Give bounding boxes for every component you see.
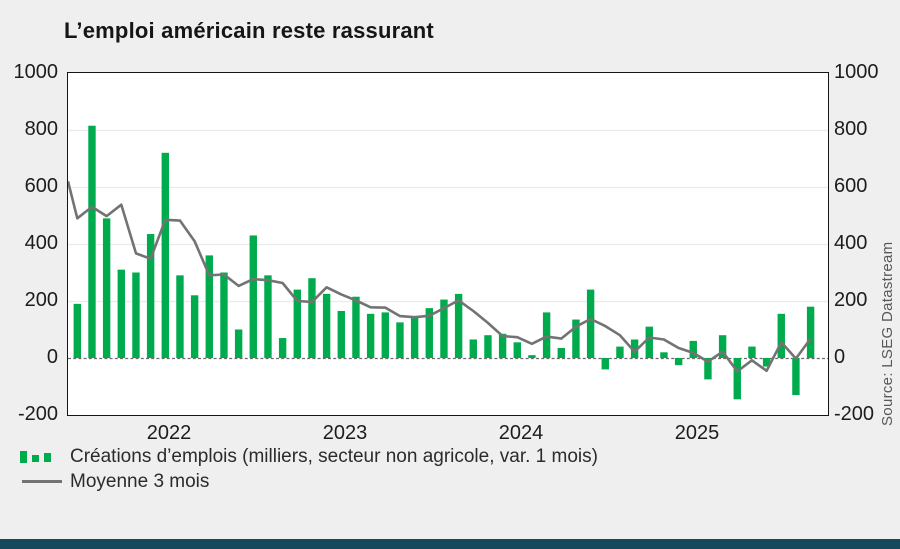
x-year-label: 2023 [322,422,368,444]
bar [484,335,492,358]
y-tick-label-right: 800 [834,118,868,140]
bar [601,358,609,370]
bar [264,275,272,358]
bar [777,313,785,358]
chart-title: L’emploi américain reste rassurant [64,18,434,43]
legend-label-bars: Créations d’emplois (milliers, secteur n… [70,445,598,467]
y-tick-label-left: 0 [46,346,58,368]
bar [616,346,624,358]
bar [630,339,639,358]
bar [102,218,111,358]
bar [748,346,756,358]
bar [234,329,243,358]
bar [205,255,213,358]
bar [513,342,521,358]
plot-area [67,72,829,416]
bar [425,308,433,359]
bar [586,289,595,358]
bar [322,293,331,359]
bar [645,326,653,358]
bar [366,313,375,358]
bar-swatch-segment [44,452,51,462]
bar [161,152,169,358]
y-tick-label-right: 1000 [834,61,879,83]
bar [410,316,419,358]
y-tick-label-right: 600 [834,175,868,197]
bar [528,355,536,358]
bar [117,269,125,358]
bar [73,303,81,358]
bar [689,340,697,358]
bar [249,235,257,358]
y-tick-label-left: -200 [17,403,58,425]
y-tick-label-right: 200 [834,289,868,311]
bar [176,275,184,358]
bar [88,125,96,359]
source-label: Source: LSEG Datastream [879,241,896,426]
bar [704,358,712,380]
x-year-label: 2024 [498,422,544,444]
y-tick-label-right: -200 [834,403,875,425]
bar [762,358,771,367]
bar [132,272,140,358]
y-tick-label-left: 400 [24,232,58,254]
bar-series-swatch-icon [20,450,68,463]
bar [220,272,228,358]
y-tick-label-left: 200 [24,289,58,311]
bar-swatch-segment [20,450,27,463]
bar [542,312,551,358]
bar [674,358,683,366]
y-tick-label-left: 800 [24,118,58,140]
bar-swatch-segment [32,454,39,462]
bar [381,312,389,358]
bar [146,234,155,358]
bar [498,333,507,358]
bar [278,338,287,358]
moving-average-line [68,180,812,373]
bar [396,322,404,359]
bar [440,299,448,358]
bar [718,335,727,358]
line-swatch-segment [22,480,62,483]
chart-canvas [68,125,828,400]
y-tick-label-right: 0 [834,346,846,368]
y-tick-label-right: 400 [834,232,868,254]
legend-item-line: Moyenne 3 mois [20,469,598,494]
bar [454,293,463,359]
y-tick-label-left: 1000 [13,61,59,83]
bar [469,339,477,358]
bar [660,352,668,358]
bar [293,289,301,358]
footer-accent-bar [0,539,900,549]
bar [190,295,199,358]
legend-item-bars: Créations d’emplois (milliers, secteur n… [20,444,598,469]
bar [557,348,565,358]
bar [337,310,345,358]
bar [352,296,360,358]
x-year-label: 2022 [146,422,192,444]
bar [308,278,316,358]
line-series-swatch-icon [20,480,68,483]
legend: Créations d’emplois (milliers, secteur n… [20,444,598,494]
bar [733,358,741,400]
x-year-label: 2025 [674,422,720,444]
bar [572,319,580,358]
bar [792,358,800,396]
legend-label-line: Moyenne 3 mois [70,470,210,492]
bar [806,306,815,358]
y-tick-label-left: 600 [24,175,58,197]
